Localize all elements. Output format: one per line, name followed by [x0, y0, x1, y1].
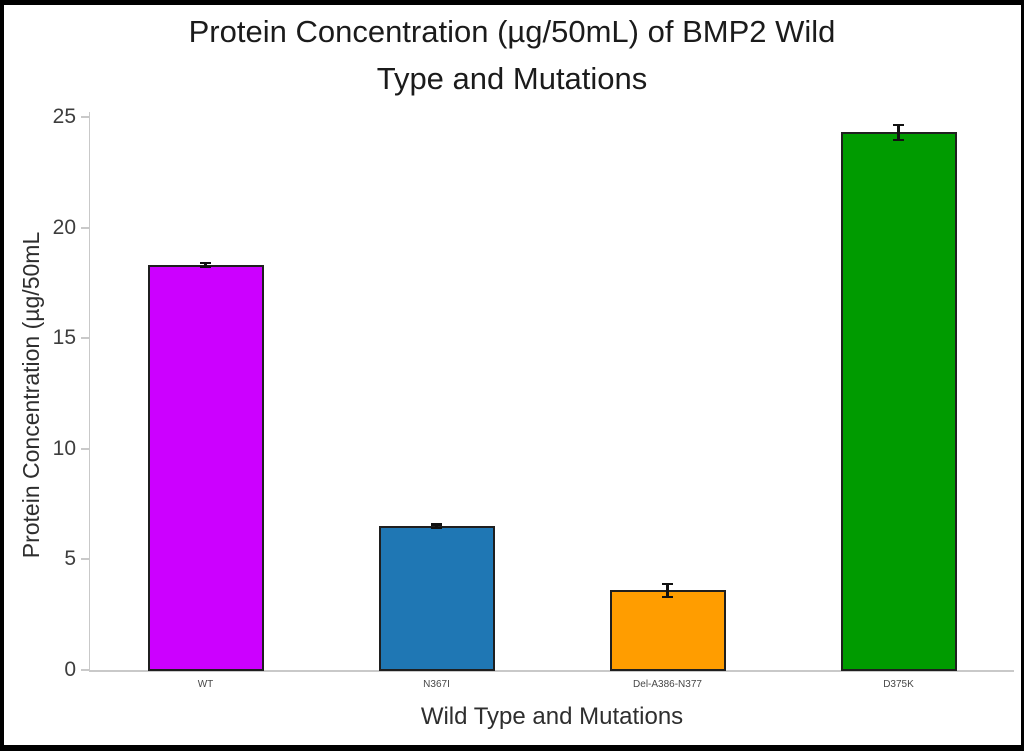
y-tick-label: 15 — [52, 326, 76, 350]
y-tick-mark — [81, 669, 89, 671]
x-tick-label: WT — [197, 679, 214, 690]
x-tick-label: N367I — [423, 679, 450, 690]
error-bar-cap-bottom — [200, 265, 211, 269]
error-bar-cap-top — [893, 123, 904, 127]
error-bar-cap-top — [431, 523, 442, 526]
x-axis-line — [88, 670, 1014, 672]
y-axis-line — [88, 112, 90, 671]
y-tick-mark — [81, 226, 89, 229]
x-tick-label: D375K — [883, 679, 914, 690]
y-tick-mark — [81, 337, 89, 340]
screen-edge-left — [0, 0, 4, 751]
x-tick-label: Del-A386-N377 — [633, 679, 702, 690]
chart-title: Protein Concentration (µg/50mL) of BMP2 … — [0, 8, 1024, 102]
error-bar-line — [435, 524, 438, 529]
error-bar-cap-top — [662, 582, 673, 586]
y-tick-label: 20 — [52, 215, 76, 239]
chart-title-line2: Type and Mutations — [376, 61, 648, 96]
screen-edge-top — [0, 0, 1024, 5]
error-bar-line — [897, 124, 900, 141]
y-tick-label: 10 — [52, 436, 76, 460]
error-bar-line — [204, 262, 207, 268]
y-tick-mark — [81, 447, 89, 450]
screen-edge-right — [1021, 0, 1024, 751]
y-tick-label: 0 — [64, 658, 76, 681]
bar — [147, 265, 264, 671]
x-axis-title: Wild Type and Mutations — [420, 703, 684, 730]
y-tick-mark — [81, 116, 89, 118]
chart-title-line1: Protein Concentration (µg/50mL) of BMP2 … — [188, 14, 836, 49]
error-bar-cap-bottom — [893, 138, 904, 142]
bar — [609, 590, 726, 671]
bar — [378, 526, 495, 671]
y-tick-label: 25 — [52, 105, 76, 128]
y-tick-mark — [81, 558, 89, 561]
error-bar-line — [666, 583, 669, 597]
error-bar-cap-bottom — [662, 595, 673, 598]
bar — [840, 132, 957, 671]
error-bar-cap-top — [200, 261, 211, 265]
y-tick-label: 5 — [64, 547, 76, 571]
screen-edge-bottom — [0, 745, 1024, 751]
error-bar-cap-bottom — [431, 526, 442, 530]
